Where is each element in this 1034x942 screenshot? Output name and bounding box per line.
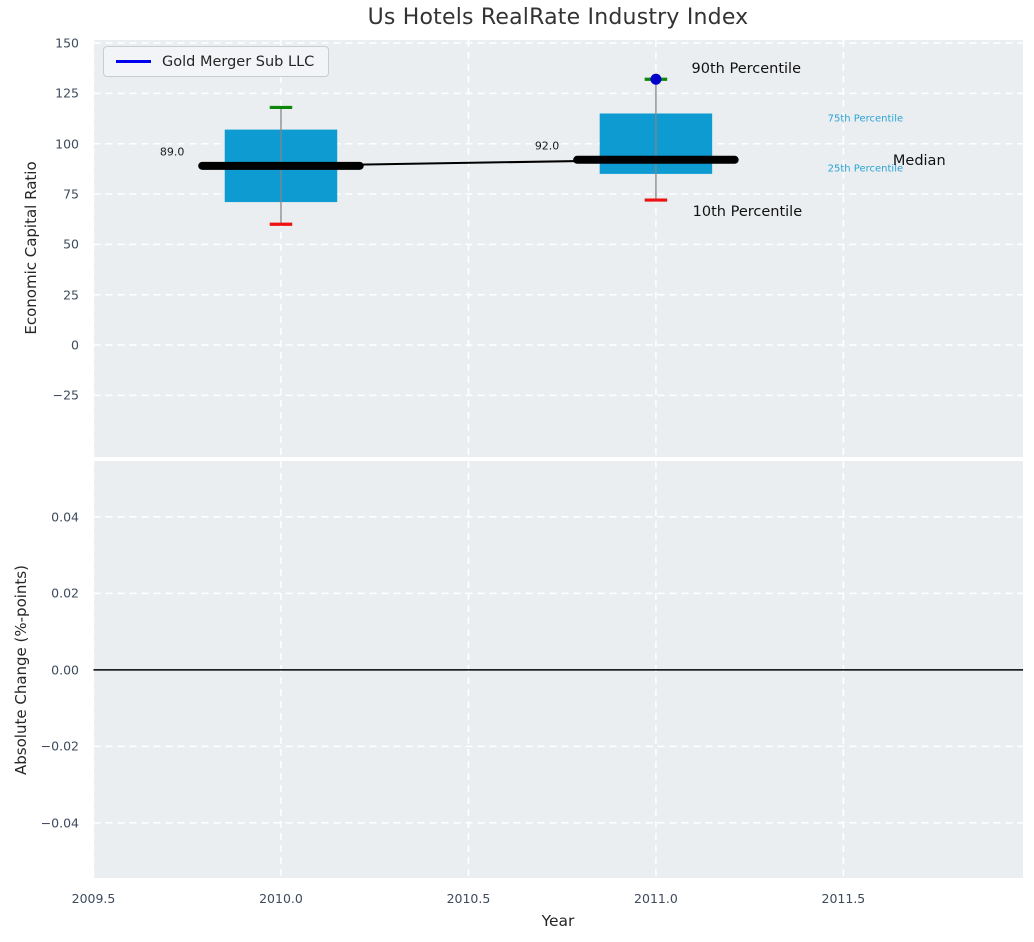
x-tick-label: 2011.5 xyxy=(821,891,866,906)
bottom-y-tick-label: −0.04 xyxy=(40,815,79,831)
legend-line-sample xyxy=(116,60,151,63)
x-tick-label: 2011.0 xyxy=(634,891,678,906)
x-tick-label: 2010.0 xyxy=(259,891,303,906)
x-axis-label: Year xyxy=(541,912,575,930)
annotation: 89.0 xyxy=(159,145,185,159)
top-y-tick-label: 25 xyxy=(63,287,79,303)
top-y-tick-label: 75 xyxy=(63,186,79,202)
legend: Gold Merger Sub LLC xyxy=(103,46,330,77)
annotation: 75th Percentile xyxy=(827,113,904,125)
annotation: 25th Percentile xyxy=(827,163,904,175)
company-marker-dot xyxy=(650,73,662,85)
top-y-tick-label: 50 xyxy=(63,236,79,252)
bottom-y-tick-label: 0.04 xyxy=(51,509,79,525)
annotation: 10th Percentile xyxy=(692,204,803,221)
top-y-tick-label: 100 xyxy=(55,136,79,152)
bottom-y-tick-label: −0.02 xyxy=(40,738,79,754)
x-tick-label: 2010.5 xyxy=(446,891,491,906)
top-y-tick-label: 125 xyxy=(55,85,79,101)
annotation: Median xyxy=(892,152,946,169)
top-plot-area xyxy=(93,40,1023,457)
bottom-y-tick-label: 0.02 xyxy=(51,585,79,601)
bottom-y-tick-label: 0.00 xyxy=(51,662,79,678)
top-y-tick-label: 150 xyxy=(55,35,79,51)
top-y-tick-label: 0 xyxy=(71,337,79,353)
annotation: 90th Percentile xyxy=(691,61,802,78)
chart-title: Us Hotels RealRate Industry Index xyxy=(367,5,749,30)
legend-label: Gold Merger Sub LLC xyxy=(162,53,315,70)
annotation: 92.0 xyxy=(534,139,560,153)
x-tick-label: 2009.5 xyxy=(71,891,116,906)
top-y-tick-label: −25 xyxy=(52,387,79,403)
